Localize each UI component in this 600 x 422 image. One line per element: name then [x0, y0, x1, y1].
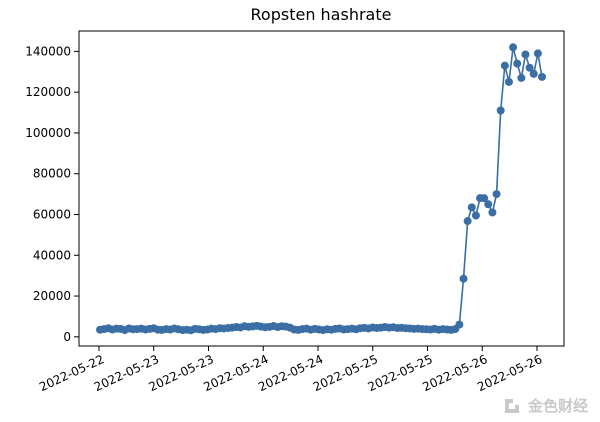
data-point: [525, 63, 534, 72]
data-point: [538, 72, 546, 81]
y-tick-label: 140000: [25, 44, 71, 58]
data-point: [480, 194, 489, 203]
data-point: [455, 320, 464, 329]
jinse-logo-icon: [504, 398, 519, 413]
data-point: [484, 200, 493, 209]
data-point: [488, 208, 497, 217]
y-tick-label: 100000: [25, 126, 71, 140]
chart-title: Ropsten hashrate: [251, 5, 392, 24]
x-axis: 2022-05-222022-05-232022-05-232022-05-24…: [37, 346, 544, 394]
data-point: [459, 274, 468, 283]
y-tick-label: 40000: [33, 248, 71, 262]
data-point: [471, 211, 480, 220]
data-point: [463, 217, 472, 226]
y-tick-label: 20000: [33, 289, 71, 303]
data-point: [492, 190, 501, 199]
data-point: [517, 73, 526, 82]
data-point: [521, 50, 530, 59]
y-tick-label: 120000: [25, 85, 71, 99]
plot-frame: [78, 30, 565, 347]
data-point: [513, 59, 522, 68]
watermark-text: 金色财经: [527, 397, 588, 415]
data-point: [533, 49, 542, 58]
series-points: [96, 43, 546, 335]
data-point: [496, 106, 505, 115]
data-point: [500, 61, 509, 70]
data-point: [504, 77, 513, 86]
data-point: [467, 203, 476, 212]
y-tick-label: 0: [63, 330, 71, 344]
series-line: [99, 47, 543, 332]
y-tick-label: 60000: [33, 207, 71, 221]
watermark: 金色财经: [502, 395, 588, 416]
y-axis: 0 20000 40000 60000 80000 100000 120000 140000: [25, 44, 79, 344]
data-point: [509, 43, 518, 52]
data-point: [529, 69, 538, 78]
y-tick-label: 80000: [33, 167, 71, 181]
